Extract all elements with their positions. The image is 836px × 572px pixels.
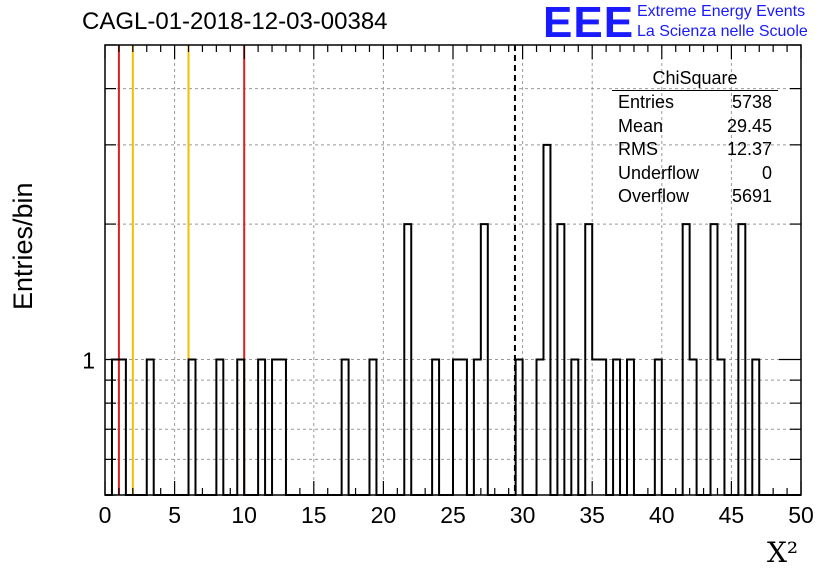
x-tick-label: 15 bbox=[301, 502, 327, 528]
histogram-bin bbox=[537, 360, 544, 495]
histogram-bin bbox=[432, 360, 439, 495]
histogram-bin bbox=[690, 360, 697, 495]
histogram-bin bbox=[683, 224, 690, 495]
histogram-bin bbox=[272, 360, 279, 495]
stats-value: 12.37 bbox=[726, 139, 772, 159]
stats-row-mean: Mean 29.45 bbox=[612, 115, 778, 139]
histogram-bin bbox=[592, 360, 599, 495]
histogram-bin bbox=[543, 145, 550, 495]
histogram-bin bbox=[585, 224, 592, 495]
stats-label: Overflow bbox=[618, 186, 690, 206]
eee-logo: EEE bbox=[543, 0, 635, 47]
histogram-bin bbox=[119, 360, 126, 495]
x-tick-label: 50 bbox=[788, 502, 814, 528]
histogram-bin bbox=[474, 360, 481, 495]
histogram-bin bbox=[571, 360, 578, 495]
histogram-bin bbox=[481, 224, 488, 495]
x-tick-label: 35 bbox=[579, 502, 605, 528]
histogram-bin bbox=[655, 360, 662, 495]
x-tick-label: 30 bbox=[510, 502, 536, 528]
histogram-bin bbox=[752, 360, 759, 495]
stats-label: Mean bbox=[618, 115, 664, 136]
chart-title: CAGL-01-2018-12-03-00384 bbox=[82, 8, 388, 35]
y-tick-label: 1 bbox=[82, 348, 95, 374]
histogram-bin bbox=[711, 224, 718, 495]
histogram-bin bbox=[369, 360, 376, 495]
x-axis-label: X² bbox=[767, 536, 799, 569]
logo-caption-line2: La Scienza nelle Scuole bbox=[637, 23, 808, 40]
histogram-bin bbox=[216, 360, 223, 495]
histogram-bin bbox=[613, 360, 620, 495]
x-tick-label: 20 bbox=[371, 502, 397, 528]
histogram-bin bbox=[189, 360, 196, 495]
x-tick-label: 25 bbox=[440, 502, 466, 528]
reference-lines bbox=[117, 45, 246, 495]
histogram-bin bbox=[557, 224, 564, 495]
stats-row-underflow: Underflow 0 bbox=[612, 162, 778, 186]
histogram-bin bbox=[516, 360, 523, 495]
histogram-bin bbox=[717, 360, 724, 495]
axis-tick-labels: 0 5 10 15 20 25 30 35 40 45 50 1 bbox=[82, 348, 814, 528]
histogram-bin bbox=[258, 360, 265, 495]
stats-box: ChiSquare Entries 5738 Mean 29.45 RMS 12… bbox=[612, 68, 778, 209]
stats-label: Underflow bbox=[618, 162, 700, 183]
axis-ticks bbox=[104, 44, 802, 496]
histogram-bin bbox=[404, 224, 411, 495]
x-tick-label: 40 bbox=[649, 502, 675, 528]
stats-row-rms: RMS 12.37 bbox=[612, 138, 778, 162]
x-tick-label: 10 bbox=[231, 502, 257, 528]
x-tick-label: 45 bbox=[719, 502, 745, 528]
x-tick-label: 0 bbox=[99, 502, 112, 528]
histogram-bin bbox=[147, 360, 154, 495]
stats-value: 0 bbox=[761, 162, 772, 183]
stats-row-entries: Entries 5738 bbox=[612, 91, 778, 115]
stats-value: 29.45 bbox=[726, 115, 772, 136]
histogram-bin bbox=[460, 360, 467, 495]
histogram-bin bbox=[453, 360, 460, 495]
histogram-bin bbox=[738, 224, 745, 495]
logo-caption-line1: Extreme Energy Events bbox=[637, 3, 806, 20]
histogram-bin bbox=[599, 360, 606, 495]
stats-value: 5738 bbox=[731, 92, 772, 112]
stats-value: 5691 bbox=[731, 186, 772, 206]
stats-label: RMS bbox=[618, 139, 658, 159]
y-axis-label: Entries/bin bbox=[8, 182, 38, 310]
histogram-bin bbox=[237, 360, 244, 495]
x-tick-label: 5 bbox=[168, 502, 181, 528]
histogram-bin bbox=[627, 360, 634, 495]
stats-row-overflow: Overflow 5691 bbox=[612, 185, 778, 209]
stats-label: Entries bbox=[618, 92, 675, 112]
stats-title: ChiSquare bbox=[612, 68, 778, 91]
histogram-bin bbox=[342, 360, 349, 495]
histogram-bin bbox=[112, 360, 119, 495]
histogram-bin bbox=[279, 360, 286, 495]
